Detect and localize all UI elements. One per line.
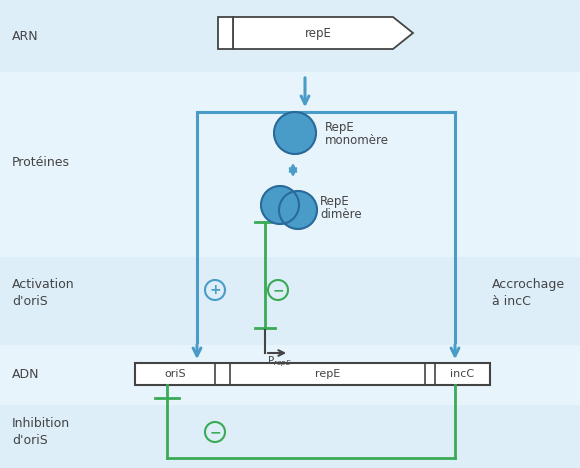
Text: oriS: oriS [164,369,186,379]
Text: Protéines: Protéines [12,155,70,168]
Bar [0,257,580,345]
Bar [0,0,580,72]
Text: repE: repE [315,369,340,379]
Text: RepE: RepE [320,196,350,209]
Text: repE: repE [304,27,331,39]
Text: Inhibition
d'oriS: Inhibition d'oriS [12,417,70,447]
Polygon shape [233,17,413,49]
Text: −: − [272,284,284,298]
Text: +: + [209,284,221,298]
Bar [0,72,580,257]
Text: dimère: dimère [320,209,361,221]
Text: monomère: monomère [325,134,389,147]
Circle shape [274,112,316,154]
Bar [135,363,490,385]
Text: Accrochage
à incC: Accrochage à incC [492,278,565,308]
Text: ADN: ADN [12,367,39,380]
Text: RepE: RepE [325,120,355,133]
Polygon shape [218,17,233,49]
Text: incC: incC [451,369,474,379]
Text: ARN: ARN [12,29,39,43]
Bar [0,345,580,405]
Circle shape [261,186,299,224]
Circle shape [279,191,317,229]
Text: Activation
d'oriS: Activation d'oriS [12,278,75,308]
Bar [0,405,580,468]
Text: $\mathregular{P}_{repE}$: $\mathregular{P}_{repE}$ [267,354,292,369]
Text: −: − [209,425,221,439]
